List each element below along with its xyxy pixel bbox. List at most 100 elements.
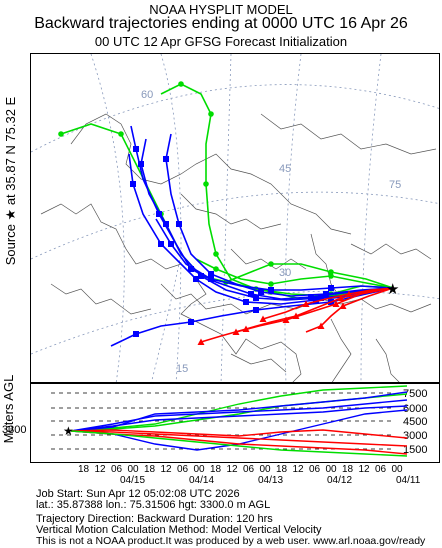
- trajectory-marker: [308, 294, 314, 300]
- height-label-7500: 7500: [403, 388, 427, 400]
- trajectory-title: Backward trajectories ending at 0000 UTC…: [34, 15, 408, 32]
- trajectory-marker: [339, 302, 347, 309]
- vertical-method-text: Vertical Motion Calculation Method: Mode…: [36, 524, 322, 536]
- trajectory-line: [235, 287, 394, 333]
- height-trajectory-line: [70, 391, 408, 432]
- trajectory-line: [305, 287, 394, 333]
- source-star-icon: ★: [386, 281, 399, 298]
- hour-tick-label: 00: [392, 464, 404, 475]
- hour-tick-label: 18: [144, 464, 156, 475]
- trajectory-marker: [58, 131, 64, 137]
- hour-tick-label: 06: [309, 464, 321, 475]
- location-text: lat.: 35.87388 lon.: 75.31506 hgt: 3300.…: [36, 499, 271, 511]
- trajectory-marker: [203, 181, 209, 187]
- trajectory-marker: [345, 290, 353, 297]
- hour-tick-label: 06: [177, 464, 189, 475]
- lon-label-75: 75: [389, 179, 401, 191]
- hour-tick-label: 12: [359, 464, 371, 475]
- trajectory-marker: [158, 241, 164, 247]
- date-tick-label: 04/15: [120, 475, 145, 485]
- trajectory-marker: [176, 221, 182, 227]
- disclaimer-text: This is not a NOAA product.It was produc…: [36, 535, 426, 547]
- trajectory-line: [165, 133, 394, 297]
- trajectory-marker: [133, 146, 139, 152]
- hour-tick-label: 00: [326, 464, 338, 475]
- trajectory-marker: [213, 266, 219, 272]
- trajectory-marker: [163, 156, 169, 162]
- trajectory-marker: [328, 269, 334, 275]
- trajectory-marker: [213, 251, 219, 257]
- direction-text: Trajectory Direction: Backward Duration:…: [36, 513, 273, 525]
- trajectory-marker: [282, 316, 290, 323]
- height-trajectory-line: [70, 429, 408, 439]
- trajectory-marker: [163, 221, 169, 227]
- trajectory-marker: [328, 273, 334, 279]
- trajectory-lines: [58, 81, 394, 347]
- trajectory-line: [110, 287, 394, 347]
- height-profile: 7500 6000 4500 3000 1500 ★: [30, 383, 440, 463]
- hour-tick-label: 12: [227, 464, 239, 475]
- trajectory-line: [155, 218, 394, 291]
- trajectory-marker: [178, 81, 184, 87]
- trajectory-marker: [197, 338, 205, 345]
- trajectory-map: 60 45 30 15 75 ★: [30, 53, 440, 383]
- trajectory-marker: [193, 276, 199, 282]
- hour-tick-label: 06: [375, 464, 387, 475]
- lat-label-15: 15: [176, 363, 188, 375]
- trajectory-marker: [332, 300, 340, 307]
- height-trajectory-line: [70, 430, 408, 457]
- trajectory-marker: [258, 289, 264, 295]
- hour-tick-label: 12: [293, 464, 305, 475]
- trajectory-marker: [323, 291, 329, 297]
- job-start-text: Job Start: Sun Apr 12 05:02:08 UTC 2026: [36, 488, 240, 500]
- date-tick-label: 04/14: [189, 475, 214, 485]
- trajectory-marker: [313, 297, 319, 303]
- height-labels: 7500 6000 4500 3000 1500: [403, 388, 427, 456]
- grid-labels: 60 45 30 15 75: [141, 89, 401, 375]
- trajectory-marker: [188, 319, 194, 325]
- trajectory-marker: [198, 273, 204, 279]
- height-label-1500: 1500: [403, 444, 427, 456]
- date-tick-label: 04/12: [327, 475, 352, 485]
- trajectory-marker: [208, 271, 214, 277]
- hour-tick-label: 12: [161, 464, 173, 475]
- trajectory-marker: [268, 287, 274, 293]
- trajectory-marker: [133, 331, 139, 337]
- height-label-6000: 6000: [403, 403, 427, 415]
- trajectory-marker: [168, 241, 174, 247]
- height-trajectory-line: [70, 405, 408, 432]
- map-canvas: 60 45 30 15 75 ★: [31, 54, 439, 382]
- trajectory-marker: [232, 328, 240, 335]
- trajectory-marker: [118, 131, 124, 137]
- trajectory-marker: [317, 322, 325, 329]
- trajectory-line: [130, 125, 394, 300]
- hour-tick-label: 06: [111, 464, 123, 475]
- hour-ticks: 18 12 06 00 18 12 06 00 18 12 06 00 18 12 06 00 18 12 06 00: [78, 464, 403, 475]
- trajectory-line: [140, 138, 394, 301]
- trajectory-line: [262, 287, 394, 320]
- hour-tick-label: 00: [128, 464, 140, 475]
- trajectory-marker: [328, 285, 334, 291]
- trajectory-marker: [138, 161, 144, 167]
- height-trajectory-line: [70, 430, 408, 447]
- trajectory-marker: [259, 315, 267, 322]
- map-outlines: [40, 113, 437, 382]
- trajectory-marker: [337, 294, 345, 301]
- trajectory-marker: [130, 181, 136, 187]
- hour-tick-label: 06: [243, 464, 255, 475]
- trajectory-marker: [318, 295, 324, 301]
- hour-tick-label: 18: [78, 464, 90, 475]
- lat-label-45: 45: [279, 163, 291, 175]
- hour-tick-label: 12: [95, 464, 107, 475]
- forecast-subtitle: 00 UTC 12 Apr GFSG Forecast Initializati…: [94, 34, 348, 49]
- height-label-3000: 3000: [403, 430, 427, 442]
- height-trajectories: [70, 385, 408, 457]
- trajectory-marker: [208, 111, 214, 117]
- date-tick-label: 04/11: [396, 475, 421, 485]
- trajectory-marker: [268, 281, 274, 287]
- height-trajectory-line: [70, 385, 408, 432]
- model-title: NOAA HYSPLIT MODEL: [149, 2, 293, 17]
- trajectory-marker: [253, 307, 259, 313]
- hour-tick-label: 18: [342, 464, 354, 475]
- lat-label-30: 30: [279, 267, 291, 279]
